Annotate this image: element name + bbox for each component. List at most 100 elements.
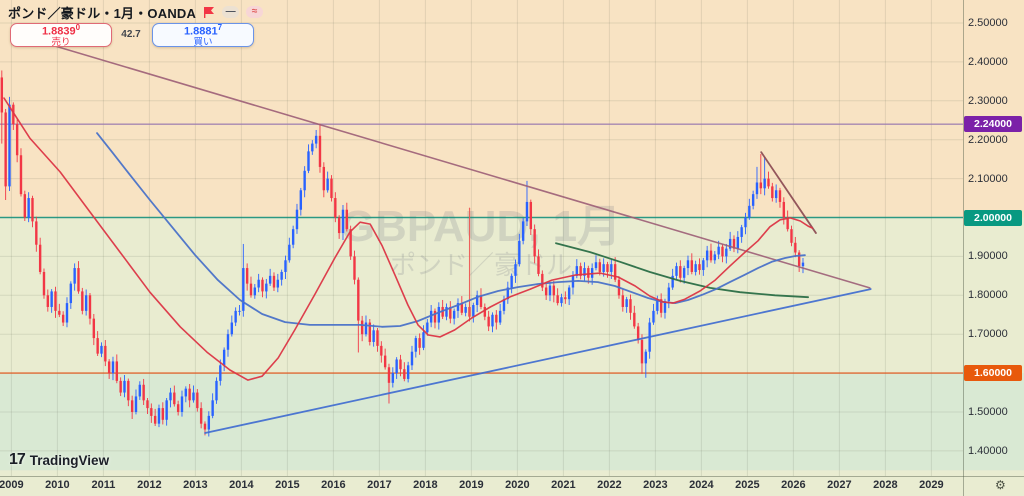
candle-body	[176, 404, 180, 412]
candle-body	[157, 408, 161, 424]
candle-body	[353, 256, 356, 280]
price-axis-label: 2.40000	[968, 55, 1008, 68]
price-level-badge: 2.24000	[964, 116, 1022, 133]
price-axis-label: 2.10000	[968, 172, 1008, 185]
year-axis-label: 2012	[137, 479, 162, 491]
candle-body	[276, 279, 280, 288]
time-axis[interactable]: 2009 2010 2011 2012 2013 2014 2015 2016 2017 2018…	[0, 476, 1024, 496]
candle-body	[169, 392, 172, 401]
candle-body	[222, 349, 226, 366]
candle-body	[771, 186, 774, 199]
watermark-subtitle: ポンド／豪ドル	[390, 250, 572, 280]
tradingview-logo[interactable]: 17 TradingView	[9, 451, 109, 469]
candle-body	[433, 310, 437, 323]
candle-body	[188, 388, 191, 401]
candle-body	[690, 260, 694, 272]
candle-body	[744, 217, 747, 228]
candle-body	[391, 373, 395, 383]
candle-body	[284, 260, 287, 272]
candle-body	[475, 295, 479, 306]
candle-body	[383, 355, 387, 368]
candle-body	[495, 314, 498, 323]
candle-body	[414, 338, 418, 352]
candle-body	[77, 268, 80, 292]
candle-body	[705, 250, 709, 261]
candle-body	[314, 135, 318, 144]
candle-body	[598, 262, 602, 272]
spread-value: 42.7	[121, 29, 141, 40]
candle-body	[199, 408, 203, 424]
candle-body	[238, 310, 241, 312]
candle-body	[291, 229, 295, 245]
price-axis[interactable]: 2.50000 2.40000 2.30000 2.20000 2.10000 2.000…	[963, 0, 1024, 476]
candle-body	[261, 279, 264, 292]
candle-body	[249, 283, 253, 296]
candle-body	[203, 423, 207, 430]
symbol-title[interactable]: ポンド／豪ドル・1月・OANDA	[8, 5, 197, 21]
dash-toggle-icon[interactable]: —	[222, 6, 240, 18]
candle-body	[387, 367, 391, 383]
candle-body	[299, 190, 303, 210]
candle-body	[728, 238, 732, 249]
candle-body	[606, 264, 609, 272]
candle-body	[460, 303, 464, 313]
candle-body	[153, 415, 157, 424]
candle-body	[644, 351, 648, 364]
candle-body	[257, 279, 260, 288]
candle-body	[449, 306, 452, 319]
candle-body	[295, 209, 299, 230]
red-moving-average	[3, 97, 814, 381]
price-axis-label: 1.80000	[968, 289, 1008, 302]
flag-icon[interactable]	[203, 6, 215, 19]
candle-body	[161, 408, 165, 420]
buy-button[interactable]: 1.88817 買い	[152, 23, 254, 47]
candle-body	[58, 310, 61, 315]
candle-body	[184, 388, 188, 397]
sell-price: 1.88390	[41, 23, 81, 38]
candle-body	[0, 77, 4, 113]
candle-body	[330, 178, 333, 199]
candle-body	[510, 275, 513, 288]
candle-body	[763, 178, 766, 189]
candle-body	[410, 351, 414, 366]
year-axis-label: 2014	[229, 479, 254, 491]
buy-price: 1.88817	[183, 23, 223, 38]
year-axis-label: 2019	[459, 479, 484, 491]
candle-body	[759, 182, 763, 189]
candle-body	[142, 384, 145, 401]
year-axis-label: 2029	[919, 479, 944, 491]
wave-toggle-icon[interactable]: ≈	[246, 6, 264, 18]
tradingview-mark: 17	[9, 451, 26, 468]
year-axis-label: 2010	[45, 479, 70, 491]
candle-body	[265, 283, 268, 292]
candle-body	[173, 392, 176, 405]
candle-body	[748, 205, 751, 218]
sell-button[interactable]: 1.88390 売り	[10, 23, 112, 47]
candle-body	[736, 236, 740, 249]
candle-body	[740, 227, 743, 237]
candle-body	[230, 322, 234, 335]
candle-body	[537, 256, 540, 274]
candle-body	[406, 365, 410, 379]
candle-body	[38, 244, 42, 272]
candle-body	[525, 201, 529, 222]
year-axis-label: 2016	[321, 479, 346, 491]
candle-body	[19, 155, 23, 195]
year-axis-label: 2027	[827, 479, 852, 491]
candle-body	[134, 396, 138, 412]
settings-gear-icon[interactable]: ⚙	[995, 478, 1006, 492]
candle-body	[288, 244, 291, 261]
candle-body	[533, 229, 536, 257]
candle-body	[107, 361, 111, 374]
candle-body	[84, 295, 88, 311]
candle-body	[345, 209, 349, 230]
candle-body	[115, 361, 119, 381]
candle-body	[541, 273, 544, 288]
candle-body	[81, 291, 84, 311]
candle-body	[679, 266, 682, 278]
candle-body	[8, 104, 11, 187]
year-axis-label: 2022	[597, 479, 622, 491]
candle-body	[4, 112, 7, 187]
